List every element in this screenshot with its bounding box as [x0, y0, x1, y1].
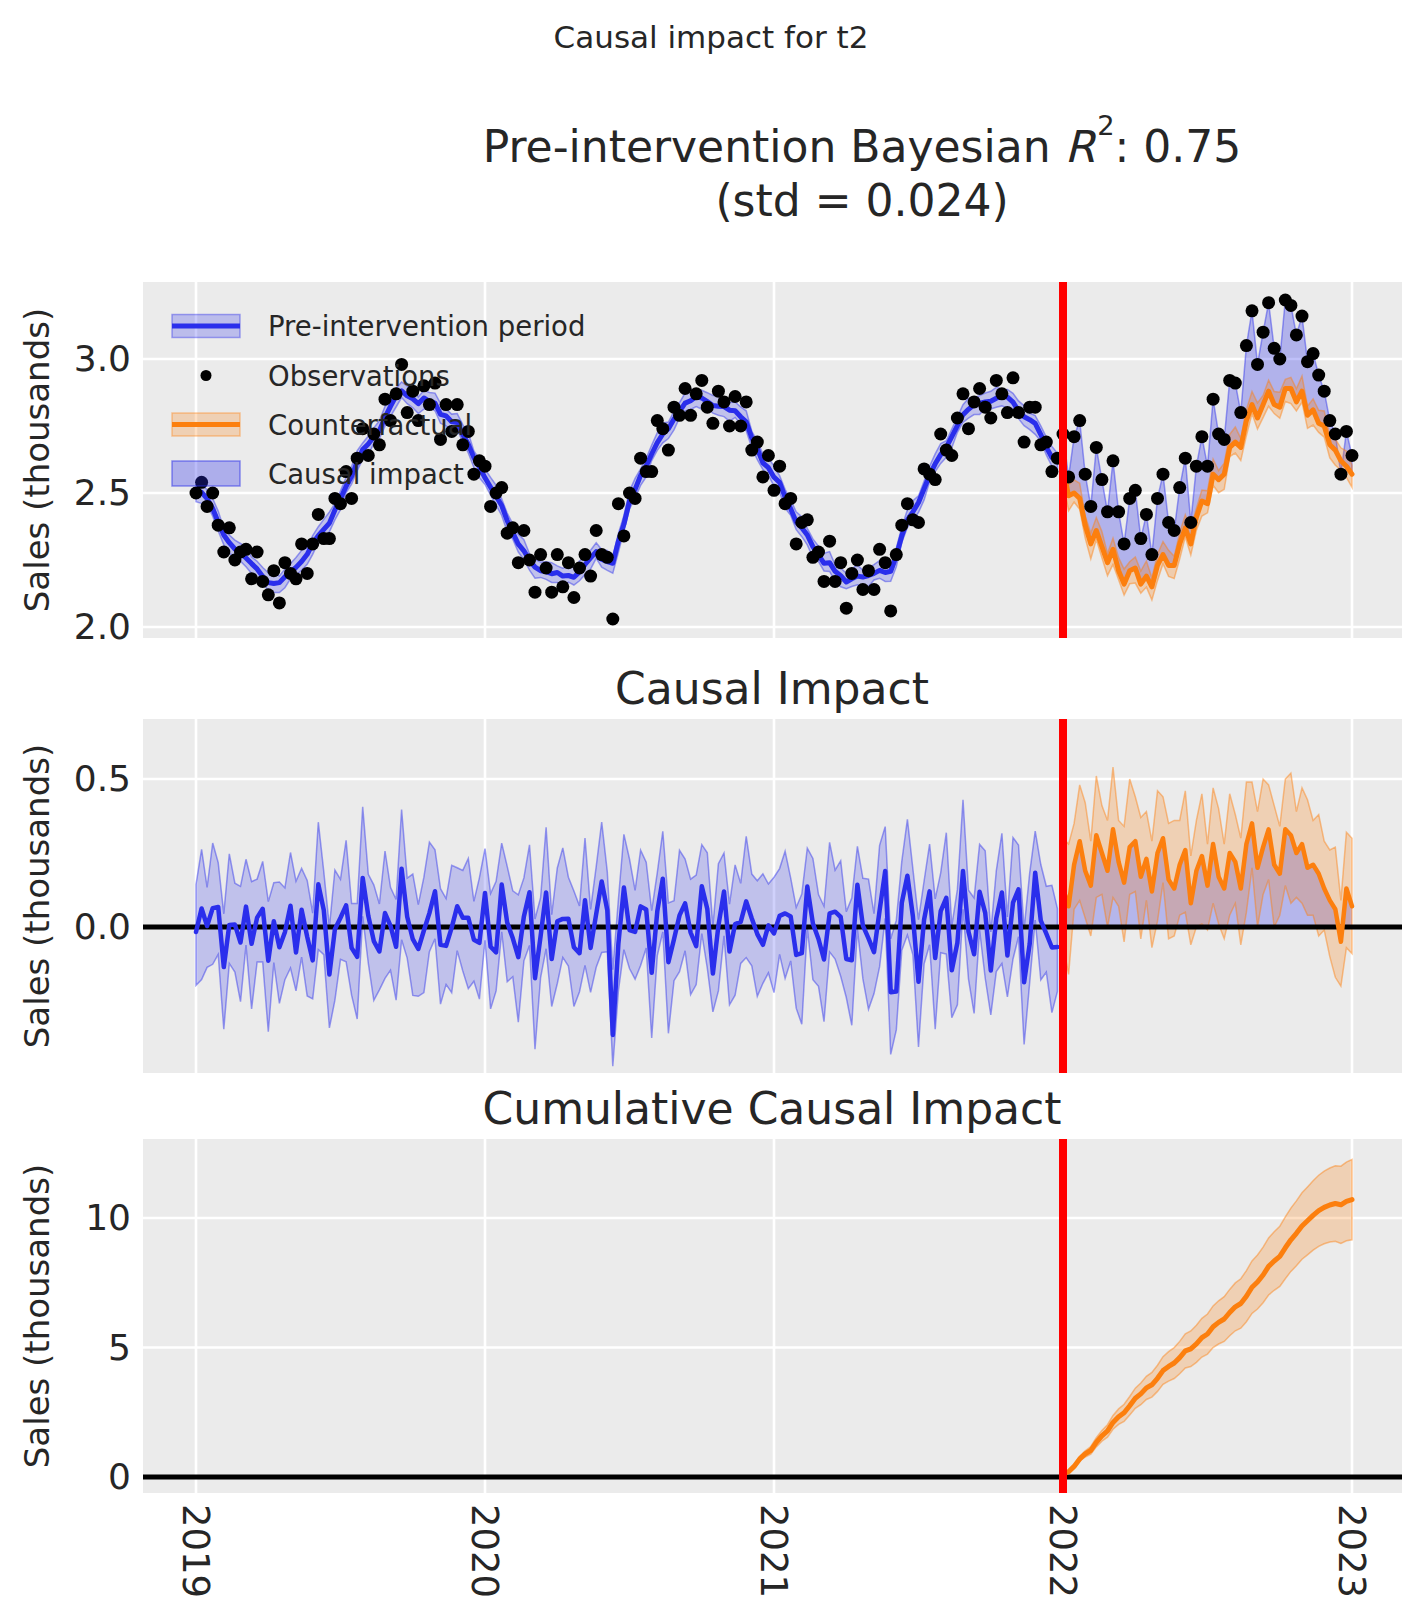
- plot3-y-tick-label: 0: [108, 1456, 131, 1497]
- plot1-y-tick-label: 2.5: [74, 472, 131, 513]
- figure-suptitle: Causal impact for t2: [554, 19, 869, 55]
- chart-canvas: Pre-intervention period Observations Count…: [0, 0, 1423, 1623]
- legend-label: Observations: [268, 360, 450, 392]
- legend-swatch-observations: [201, 370, 212, 381]
- plot1-ylabel: Sales (thousands): [17, 308, 57, 612]
- legend-label: Counterfactual: [268, 409, 472, 441]
- plot1-title-suffix: : 0.75: [1115, 121, 1242, 172]
- plot1-y-tick-label: 2.0: [74, 606, 131, 647]
- legend-swatch-causal-impact: [172, 461, 240, 486]
- figure: Pre-intervention period Observations Count…: [0, 0, 1423, 1623]
- plot1-title-sup: 2: [1097, 110, 1114, 141]
- plot1-title-prefix: Pre-intervention Bayesian: [483, 121, 1065, 172]
- plot3-y-tick-label: 10: [85, 1197, 131, 1238]
- x-tick-label: 2023: [1330, 1504, 1373, 1598]
- plot2-ylabel: Sales (thousands): [17, 744, 57, 1048]
- plot1-title-line2: (std = 0.024): [715, 175, 1008, 226]
- x-tick-label: 2019: [174, 1504, 217, 1598]
- plot2-y-tick-label: 0.5: [74, 758, 131, 799]
- x-tick-label: 2021: [752, 1504, 795, 1598]
- plot3-title: Cumulative Causal Impact: [483, 1083, 1062, 1134]
- legend-label: Causal impact: [268, 458, 464, 490]
- x-tick-label: 2022: [1041, 1504, 1084, 1598]
- x-tick-label: 2020: [463, 1504, 506, 1598]
- plot2-y-tick-label: 0.0: [74, 906, 131, 947]
- plot3-ylabel: Sales (thousands): [17, 1164, 57, 1468]
- plot1-title-r: R: [1065, 121, 1096, 172]
- plot1-y-tick-label: 3.0: [74, 338, 131, 379]
- plot1-title: Pre-intervention Bayesian R2: 0.75: [483, 121, 1242, 172]
- legend-label: Pre-intervention period: [268, 310, 585, 342]
- plot2-title: Causal Impact: [615, 663, 929, 714]
- plot3-y-tick-label: 5: [108, 1327, 131, 1368]
